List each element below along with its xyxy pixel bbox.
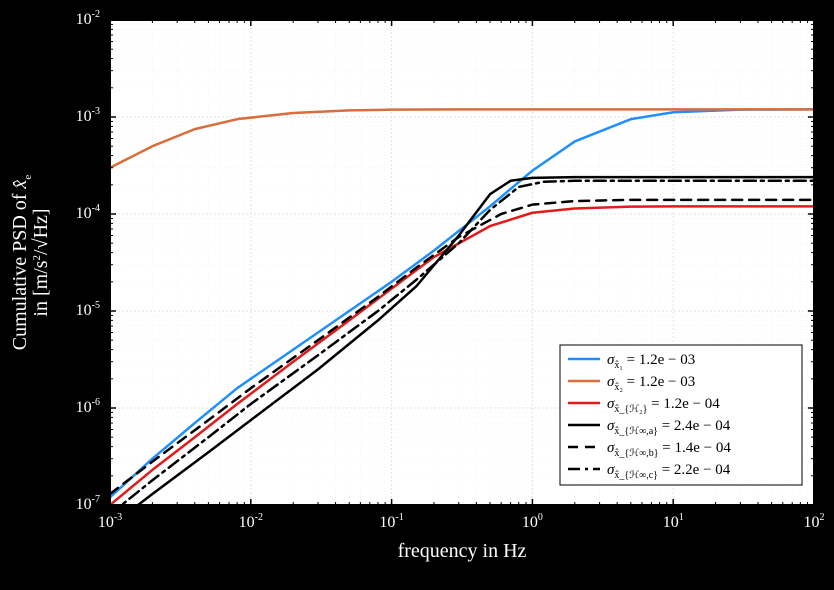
svg-text:100: 100 xyxy=(522,512,543,531)
svg-text:10-6: 10-6 xyxy=(76,397,100,416)
svg-text:10-3: 10-3 xyxy=(76,106,100,125)
x-axis-label: frequency in Hz xyxy=(398,540,527,562)
cumulative-psd-chart: 10-3 10-2 10-1 100 101 102 10-7 10-6 10-5 10-4 10-… xyxy=(0,0,834,590)
svg-text:101: 101 xyxy=(663,512,684,531)
svg-text:10-4: 10-4 xyxy=(76,203,100,222)
svg-text:102: 102 xyxy=(804,512,825,531)
svg-text:10-1: 10-1 xyxy=(379,512,403,531)
y-axis-label: Cumulative PSD of x̂ein [m/s2/√Hz] xyxy=(9,175,52,351)
svg-text:10-7: 10-7 xyxy=(76,494,100,513)
svg-text:10-5: 10-5 xyxy=(76,300,100,319)
legend: σx̂₁ = 1.2e − 03σx̂₂ = 1.2e − 03σx̂_{ℋ₂}… xyxy=(560,345,802,485)
svg-text:10-2: 10-2 xyxy=(239,512,263,531)
svg-text:10-3: 10-3 xyxy=(98,512,122,531)
svg-text:10-2: 10-2 xyxy=(76,9,100,28)
svg-text:in [m/s2/√Hz]: in [m/s2/√Hz] xyxy=(30,208,52,316)
